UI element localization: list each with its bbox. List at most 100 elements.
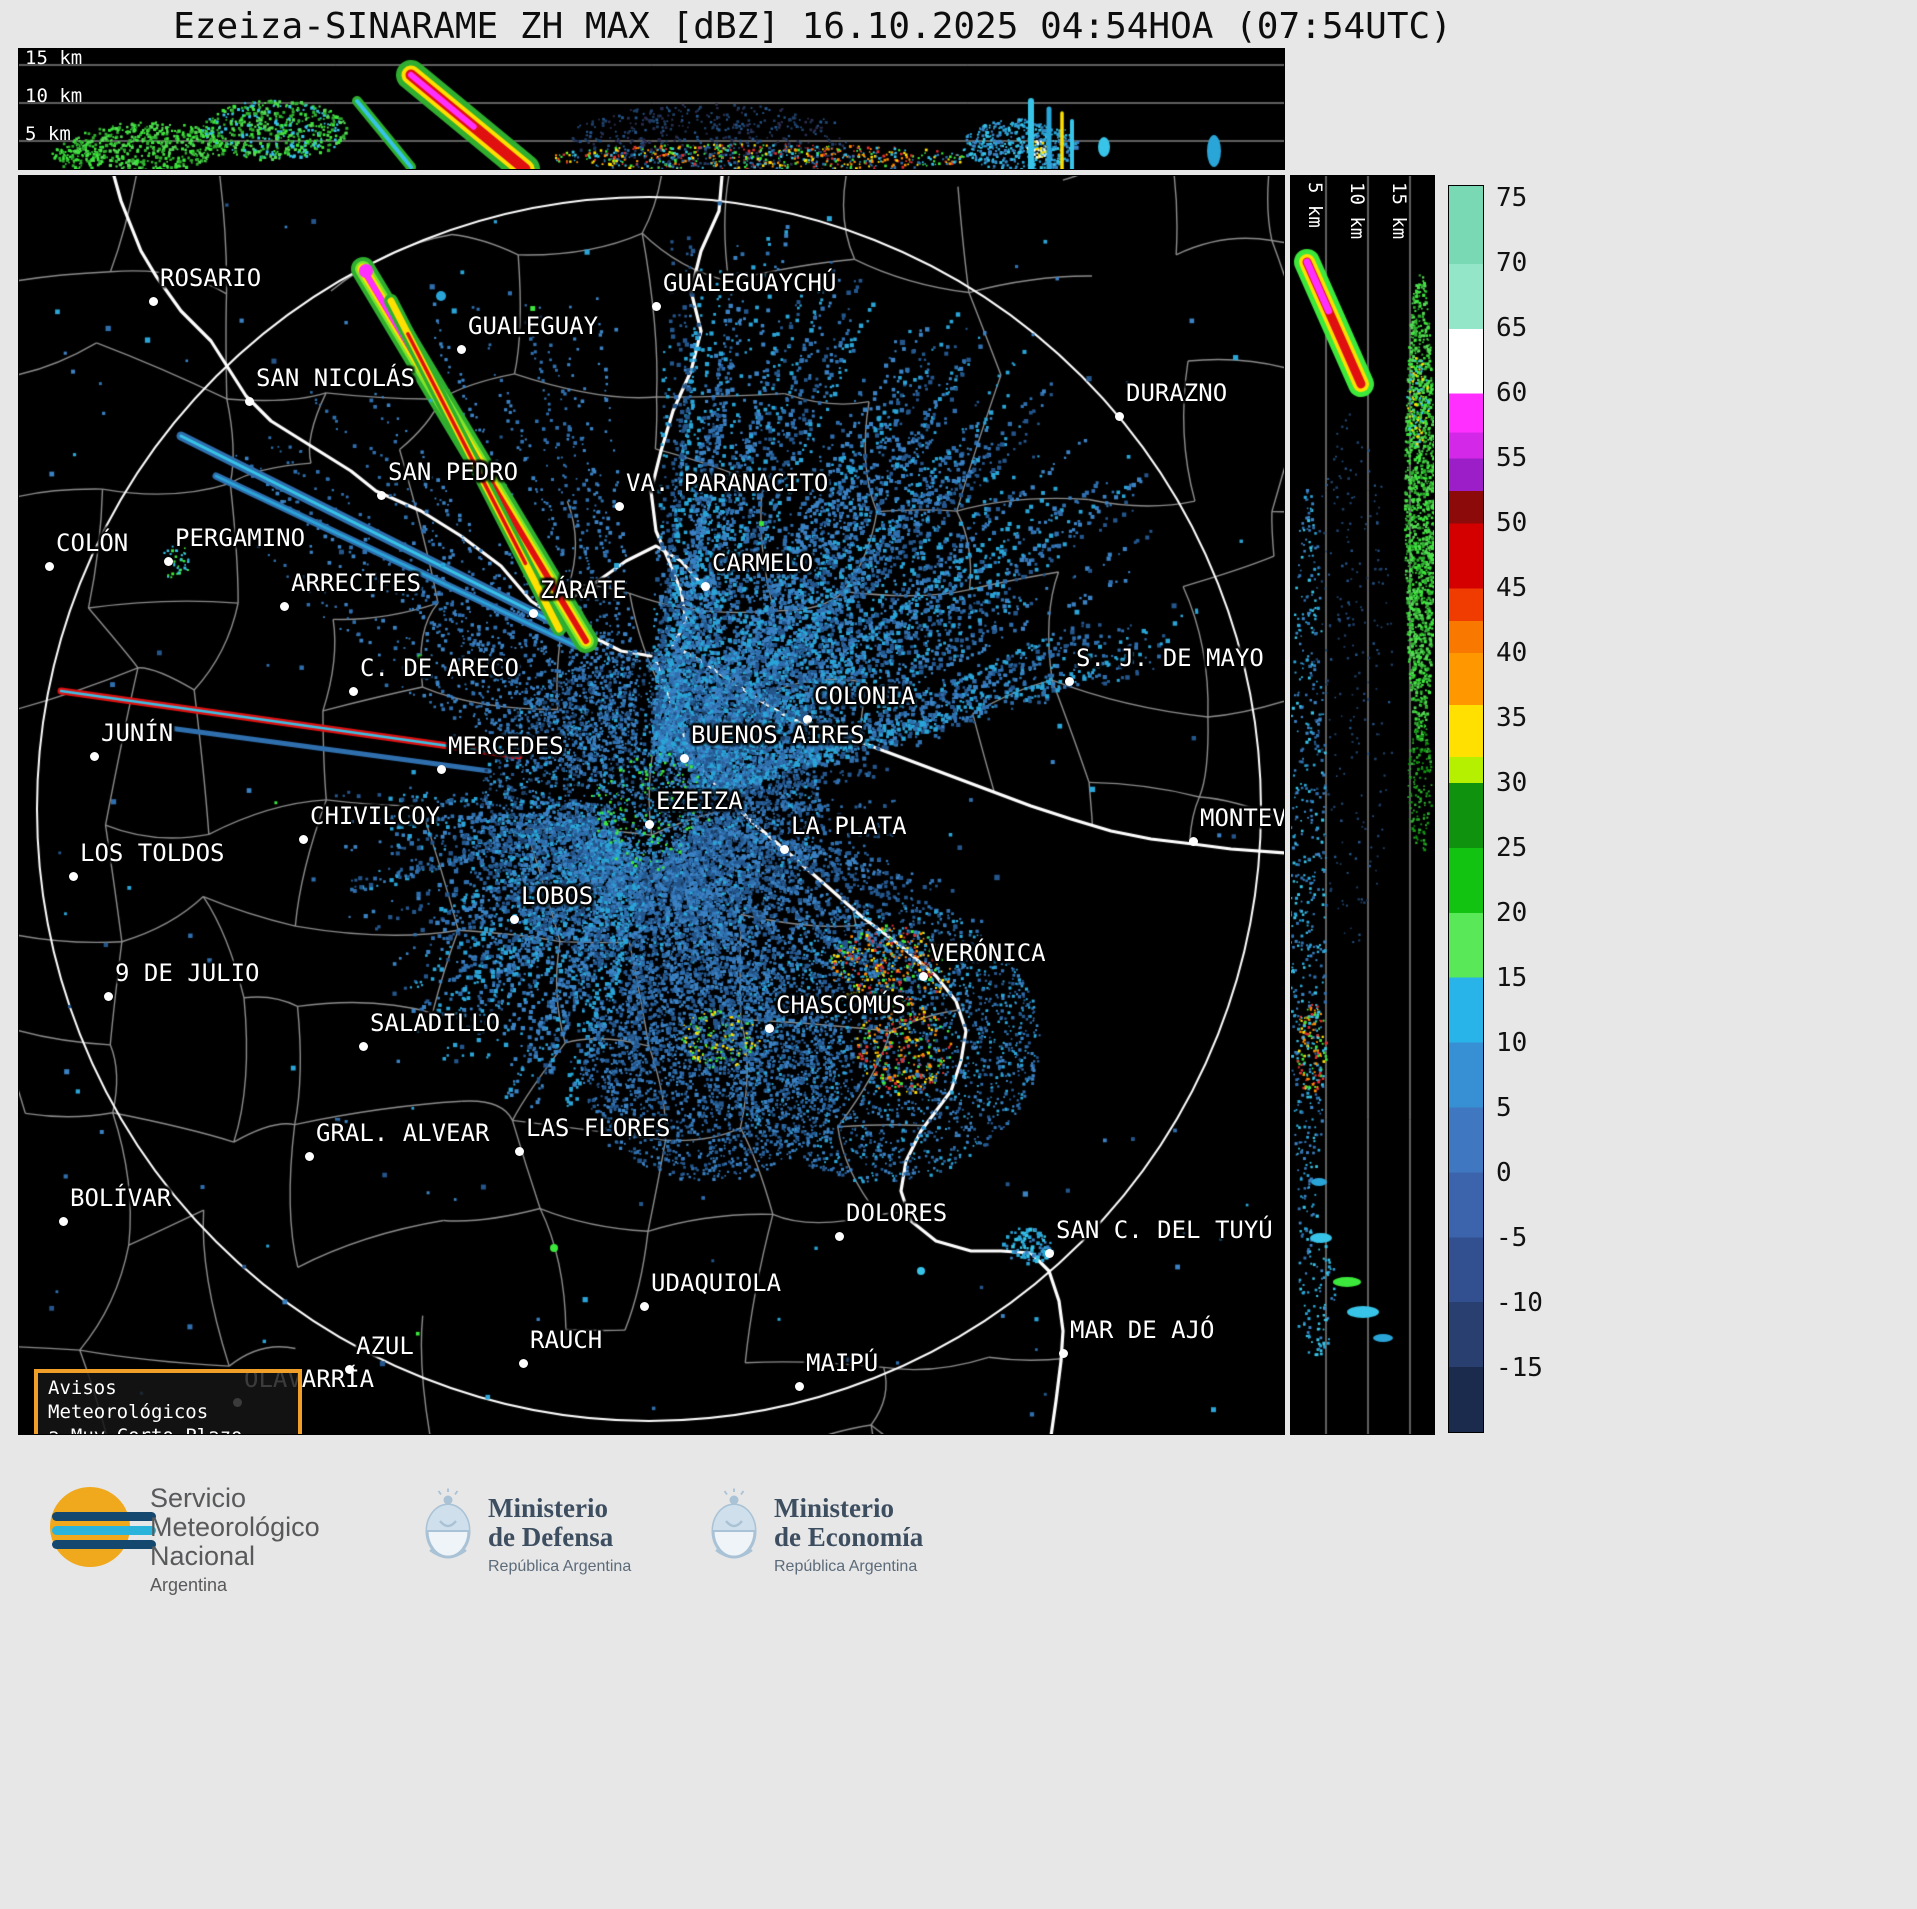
radar-map-canvas [19, 176, 1284, 1434]
radar-map-panel: ROSARIO GUALEGUAYCHÚ GUALEGUAY SAN NICOLÁS D… [18, 175, 1285, 1435]
city-dot [58, 1216, 68, 1226]
city-label: BOLÍVAR [70, 1184, 172, 1212]
city-label: CHIVILCOY [310, 802, 441, 830]
city-dot [1064, 676, 1074, 686]
colorbar-tick-label: 60 [1496, 378, 1528, 408]
colorbar-tick-label: -15 [1496, 1353, 1543, 1383]
height-axis-label: 10 km [25, 85, 83, 107]
colorbar-tick-label: 70 [1496, 248, 1528, 278]
city-dot [700, 581, 710, 591]
city-dot [794, 1381, 804, 1391]
city-dot [1058, 1348, 1068, 1358]
argentina-coat-of-arms-icon [425, 1488, 471, 1559]
city-dot [298, 834, 308, 844]
city-dot [764, 1023, 774, 1033]
city-dot [456, 344, 466, 354]
city-dot [148, 296, 158, 306]
colorbar-tick-label: 50 [1496, 508, 1528, 538]
city-dot [514, 1146, 524, 1156]
city-label: SAN NICOLÁS [256, 364, 415, 392]
city-dot [348, 686, 358, 696]
city-label: SAN PEDRO [388, 458, 519, 486]
smn-logo-wave-icon [52, 1512, 156, 1521]
city-label: UDAQUIOLA [651, 1269, 782, 1297]
city-dot [44, 561, 54, 571]
city-dot [779, 844, 789, 854]
city-label: PERGAMINO [175, 524, 306, 552]
city-dot [103, 991, 113, 1001]
warning-box-line2: a Muy Corto Plazo [48, 1425, 288, 1435]
city-dot [89, 751, 99, 761]
colorbar-tick-label: -5 [1496, 1223, 1528, 1253]
city-label: ZÁRATE [540, 576, 627, 604]
colorbar: 75 70 65 60 55 50 45 40 35 30 25 20 15 10 5 0 -5 -10 -15 [1448, 185, 1543, 1433]
city-label: ROSARIO [160, 264, 262, 292]
city-label: VERÓNICA [930, 939, 1046, 967]
smn-text-line: Servicio [150, 1483, 247, 1513]
ministry-subtitle: República Argentina [774, 1558, 918, 1576]
colorbar-tick-label: 30 [1496, 768, 1528, 798]
smn-logo-text: Servicio Meteorológico Nacional Argentin… [150, 1483, 320, 1596]
height-axis-label: 5 km [25, 123, 71, 145]
city-label: LOS TOLDOS [80, 839, 225, 867]
city-dot [376, 490, 386, 500]
city-label: RAUCH [530, 1326, 603, 1354]
smn-logo-icon [50, 1487, 156, 1567]
ministry-title-line: Ministerio [774, 1493, 894, 1523]
ministry-title-line: de Economía [774, 1522, 924, 1553]
city-dot [614, 501, 624, 511]
footer-logos: Servicio Meteorológico Nacional Argentin… [0, 1470, 1917, 1650]
city-label: MAR DE AJÓ [1070, 1316, 1215, 1344]
colorbar-tick-label: 35 [1496, 703, 1528, 733]
city-label: EZEIZA [656, 787, 743, 815]
height-axis-label: 5 km [1304, 182, 1326, 228]
city-dot [1114, 411, 1124, 421]
city-dot [244, 396, 254, 406]
colorbar-tick-label: 55 [1496, 443, 1528, 473]
colorbar-tick-label: 45 [1496, 573, 1528, 603]
smn-text-line: Nacional [150, 1541, 256, 1572]
smn-country-label: Argentina [150, 1575, 228, 1596]
city-dot [163, 556, 173, 566]
colorbar-tick-label: 15 [1496, 963, 1528, 993]
right-height-profile-panel: 5 km 10 km 15 km [1290, 175, 1435, 1435]
city-label: JUNÍN [101, 719, 174, 747]
colorbar-tick-label: 40 [1496, 638, 1528, 668]
city-label: SAN C. DEL TUYÚ [1056, 1216, 1273, 1244]
city-label: LOBOS [521, 882, 594, 910]
city-label: C. DE ARECO [360, 654, 519, 682]
city-dot [344, 1364, 354, 1374]
city-label: ARRECIFES [291, 569, 422, 597]
city-label: MONTEVIDEO [1200, 804, 1284, 832]
city-label: MAIPÚ [806, 1349, 879, 1377]
city-label: LA PLATA [791, 812, 907, 840]
city-label: AZUL [356, 1332, 414, 1360]
colorbar-tick-label: 10 [1496, 1028, 1528, 1058]
colorbar-tick-label: 25 [1496, 833, 1528, 863]
city-dot [509, 914, 519, 924]
city-dot [679, 753, 689, 763]
top-height-profile-panel: 15 km 10 km 5 km [18, 48, 1285, 170]
warning-box: Avisos Meteorológicos a Muy Corto Plazo [34, 1369, 302, 1435]
right-profile-canvas [1291, 176, 1434, 1434]
city-dot [304, 1151, 314, 1161]
smn-logo-wave-icon [52, 1540, 156, 1549]
smn-logo-wave-icon [52, 1526, 156, 1535]
city-dot [518, 1358, 528, 1368]
city-label: GUALEGUAY [468, 312, 599, 340]
height-axis-label: 15 km [1388, 182, 1410, 240]
city-label: COLONIA [814, 682, 916, 710]
ministry-economia-text: Ministerio de Economía República Argenti… [774, 1493, 924, 1576]
city-label: MERCEDES [448, 732, 564, 760]
city-label: GUALEGUAYCHÚ [663, 269, 837, 297]
page-title: Ezeiza-SINARAME ZH MAX [dBZ] 16.10.2025 … [173, 6, 1452, 47]
ministry-defensa-text: Ministerio de Defensa República Argentin… [488, 1493, 631, 1576]
colorbar-tick-label: 20 [1496, 898, 1528, 928]
city-label: LAS FLORES [526, 1114, 671, 1142]
city-dot [528, 608, 538, 618]
city-label: DURAZNO [1126, 379, 1228, 407]
city-dot [639, 1301, 649, 1311]
city-dot [1044, 1248, 1054, 1258]
city-dot [651, 301, 661, 311]
